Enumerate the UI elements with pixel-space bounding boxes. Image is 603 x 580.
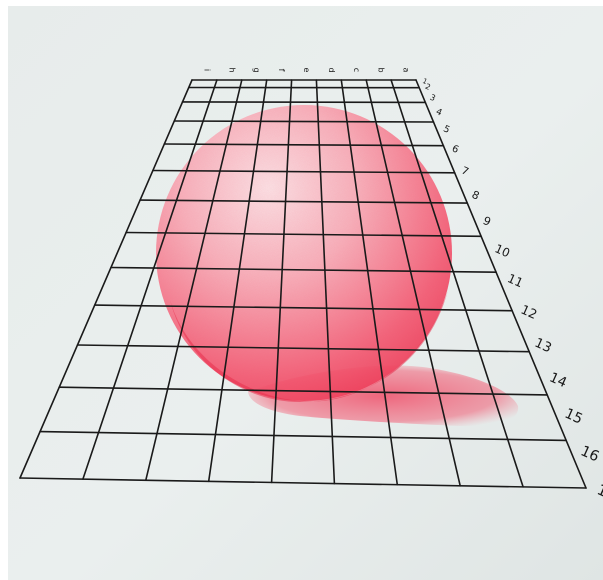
row-label: 12 <box>519 302 540 322</box>
grid-row-line <box>58 386 549 396</box>
row-label: 9 <box>481 214 493 229</box>
grid-row-line <box>39 430 568 442</box>
column-label: f <box>277 69 286 72</box>
row-label: 4 <box>434 107 444 119</box>
perspective-grid <box>19 79 587 489</box>
column-label: e <box>302 68 311 73</box>
row-label: 17 <box>594 481 603 505</box>
left-margin <box>0 0 8 580</box>
grid-row-line <box>76 344 531 353</box>
column-label: b <box>377 67 386 72</box>
column-label: i <box>202 69 211 71</box>
grid-row-line <box>19 477 587 489</box>
row-label: 14 <box>547 370 569 392</box>
row-label: 13 <box>532 336 553 357</box>
pink-sphere <box>156 105 452 402</box>
row-label: 2 <box>424 82 432 92</box>
grid-row-line <box>173 120 435 123</box>
row-label: 6 <box>450 143 460 156</box>
top-margin <box>0 0 603 6</box>
row-label: 11 <box>505 271 525 290</box>
grid-row-line <box>152 169 456 174</box>
grid-column-line <box>270 79 293 484</box>
grid-column-line <box>390 79 524 488</box>
grid-row-line <box>125 231 482 238</box>
grid-column-line <box>340 79 399 486</box>
grid-column-line <box>415 79 587 489</box>
row-label: 16 <box>578 443 601 465</box>
grid-column-line <box>145 79 243 482</box>
column-label: h <box>227 67 236 72</box>
column-label: d <box>327 67 336 72</box>
column-label: g <box>252 67 261 72</box>
grid-column-line <box>315 79 336 485</box>
grid-column-line <box>207 79 268 483</box>
row-label: 7 <box>459 165 470 179</box>
grid-column-line <box>365 79 462 487</box>
grid-row-line <box>163 143 445 147</box>
column-label: a <box>402 68 411 73</box>
row-label: 3 <box>428 92 437 103</box>
row-label: 15 <box>562 406 585 428</box>
grid-row-line <box>139 199 469 204</box>
column-labels: a b c d e f g h i <box>202 67 410 72</box>
row-label: 1 <box>421 77 428 86</box>
grid-column-line <box>19 79 193 479</box>
column-label: c <box>352 68 361 72</box>
row-label: 8 <box>470 188 482 203</box>
row-label: 10 <box>493 241 512 260</box>
grid-row-line <box>110 266 497 274</box>
grid-column-line <box>82 79 218 480</box>
grid-row-line <box>93 304 513 312</box>
row-label: 5 <box>442 123 452 135</box>
grid-row-line <box>181 101 427 104</box>
